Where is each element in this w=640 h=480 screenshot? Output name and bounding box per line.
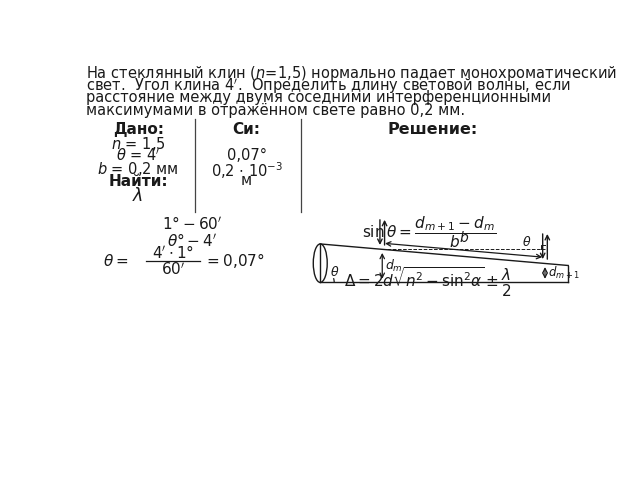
- Text: максимумами в отражённом свете равно 0,2 мм.: максимумами в отражённом свете равно 0,2…: [86, 103, 465, 118]
- Text: $= 0{,}07°$: $= 0{,}07°$: [204, 252, 265, 270]
- Text: $d_{m+1}$: $d_{m+1}$: [548, 265, 580, 281]
- Text: $d_m$: $d_m$: [385, 258, 403, 274]
- Text: $\theta° - 4'$: $\theta° - 4'$: [167, 232, 218, 249]
- Text: $\theta$ = 4$'$: $\theta$ = 4$'$: [116, 148, 161, 164]
- Text: $\theta$: $\theta$: [522, 235, 531, 249]
- Text: Найти:: Найти:: [108, 174, 168, 189]
- Text: На стеклянный клин ($n$=1,5) нормально падает монохроматический: На стеклянный клин ($n$=1,5) нормально п…: [86, 64, 617, 83]
- Text: свет.  Угол клина 4$'$.  Определить длину световой волны, если: свет. Угол клина 4$'$. Определить длину …: [86, 77, 571, 96]
- Text: $\Delta = 2d\sqrt{n^2 - \sin^2\!\alpha} \pm \dfrac{\lambda}{2}$: $\Delta = 2d\sqrt{n^2 - \sin^2\!\alpha} …: [344, 265, 513, 299]
- Text: $n$ = 1,5: $n$ = 1,5: [111, 135, 166, 154]
- Text: $\lambda$: $\lambda$: [132, 187, 144, 205]
- Text: 0,07°: 0,07°: [227, 148, 267, 163]
- Text: $4' \cdot 1°$: $4' \cdot 1°$: [152, 244, 194, 261]
- Text: $\theta = $: $\theta = $: [103, 253, 129, 269]
- Text: $b$: $b$: [458, 230, 468, 245]
- Text: м: м: [241, 173, 252, 188]
- Text: $1° - 60'$: $1° - 60'$: [162, 215, 223, 232]
- Ellipse shape: [313, 244, 327, 282]
- Text: Си:: Си:: [232, 121, 260, 136]
- Text: $60'$: $60'$: [161, 261, 185, 277]
- Text: Решение:: Решение:: [387, 121, 477, 136]
- Text: $\sin\theta = \dfrac{d_{m+1} - d_m}{b}$: $\sin\theta = \dfrac{d_{m+1} - d_m}{b}$: [362, 215, 496, 250]
- Text: расстояние между двумя соседними интерференционными: расстояние между двумя соседними интерфе…: [86, 90, 551, 105]
- Text: $\theta$: $\theta$: [330, 264, 340, 278]
- Text: Дано:: Дано:: [113, 121, 164, 136]
- Text: 0,2 $\cdot$ 10$^{-3}$: 0,2 $\cdot$ 10$^{-3}$: [211, 160, 283, 180]
- Text: $b$ = 0,2 мм: $b$ = 0,2 мм: [97, 160, 179, 178]
